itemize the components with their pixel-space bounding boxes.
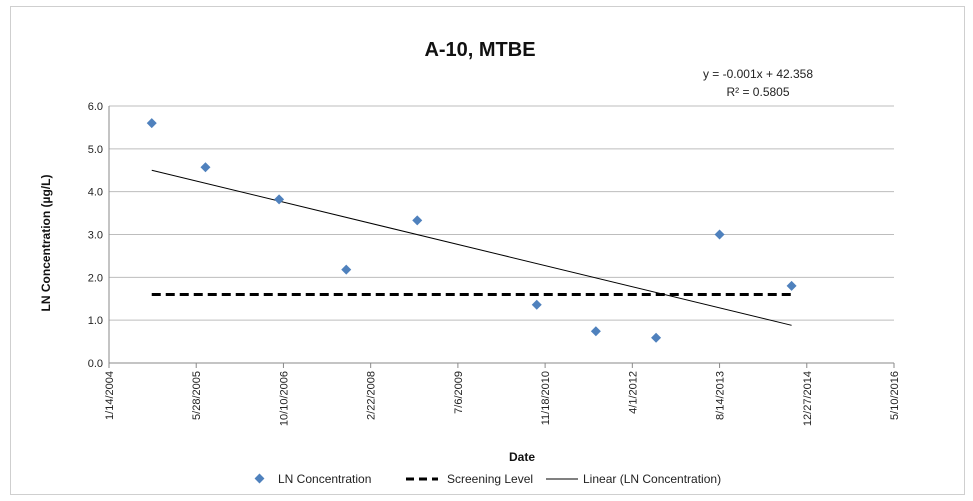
grid-lines — [109, 105, 894, 321]
y-tick-label: 4.0 — [88, 187, 103, 199]
x-tick-label: 12/27/2014 — [802, 371, 814, 426]
chart-title: A-10, MTBE — [424, 39, 535, 61]
data-point — [590, 326, 601, 337]
data-point — [146, 118, 157, 129]
data-point — [786, 280, 797, 291]
linear-trendline — [151, 169, 792, 326]
y-tick-label: 0.0 — [88, 358, 103, 370]
data-point — [274, 194, 285, 205]
chart-frame — [10, 6, 965, 495]
data-point — [714, 229, 725, 240]
legend-label-ln-concentration: LN Concentration — [278, 472, 371, 486]
data-point — [651, 332, 662, 343]
x-tick-label: 11/18/2010 — [540, 371, 552, 425]
y-tick-label: 1.0 — [88, 315, 103, 327]
x-tick-label: 10/10/2006 — [278, 371, 290, 426]
x-tick-label: 5/28/2005 — [191, 371, 203, 420]
legend-label-screening-level: Screening Level — [447, 472, 533, 486]
data-point — [341, 264, 352, 275]
x-tick-label: 5/10/2016 — [889, 371, 901, 420]
x-tick-label: 8/14/2013 — [715, 371, 727, 420]
legend-item-ln-concentration: LN Concentration — [254, 472, 371, 486]
axes — [108, 106, 895, 368]
y-tick-label: 5.0 — [88, 144, 103, 156]
legend-item-screening-level: Screening Level — [406, 472, 533, 486]
y-tick-label: 6.0 — [88, 101, 103, 113]
x-tick-label: 4/1/2012 — [627, 371, 639, 414]
y-axis-title: LN Concentration (µg/L) — [39, 175, 53, 312]
trendline-r2: R² = 0.5805 — [726, 85, 789, 99]
x-axis-title: Date — [509, 450, 535, 464]
legend-label-linear-trend: Linear (LN Concentration) — [583, 472, 721, 486]
y-tick-label: 2.0 — [88, 272, 103, 284]
legend-item-linear-trend: Linear (LN Concentration) — [546, 472, 721, 486]
x-tick-label: 7/6/2009 — [453, 371, 465, 414]
tick-labels: 0.0 1.0 2.0 3.0 4.0 5.0 6.0 1/14/2004 5/28/2005 1… — [88, 101, 901, 426]
y-tick-label: 3.0 — [88, 230, 103, 242]
data-point — [200, 162, 211, 173]
trendline-equation: y = -0.001x + 42.358 — [703, 67, 813, 81]
series-marks — [146, 118, 797, 343]
x-tick-label: 2/22/2008 — [366, 371, 378, 420]
legend-marker-diamond — [254, 473, 265, 484]
x-tick-label: 1/14/2004 — [104, 371, 116, 420]
legend: LN Concentration Screening Level Linear … — [254, 472, 721, 486]
data-point — [531, 299, 542, 310]
data-point — [412, 215, 423, 226]
